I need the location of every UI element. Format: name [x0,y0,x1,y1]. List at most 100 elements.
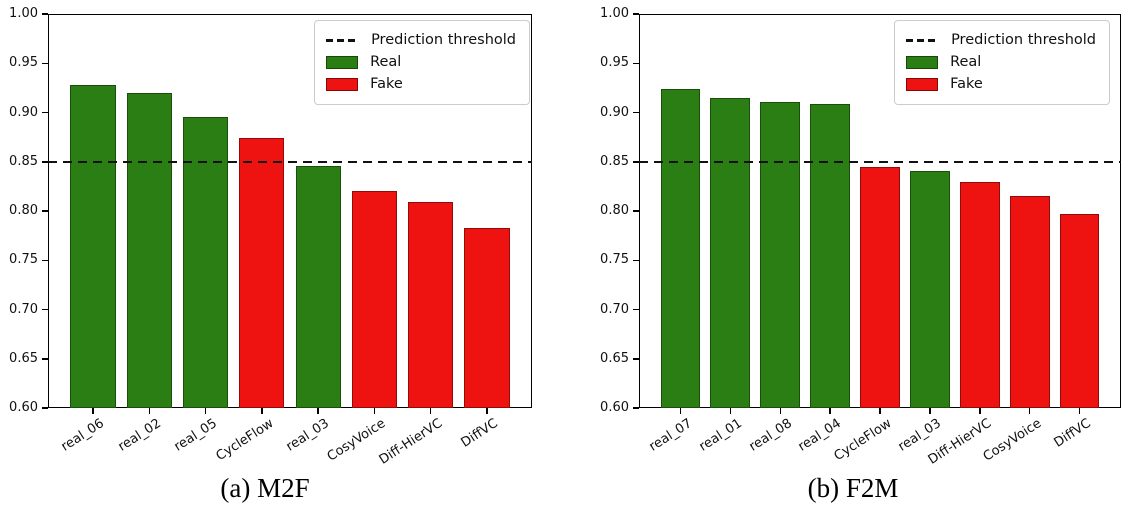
bar-real_01 [710,97,751,408]
y-tick-label: 0.65 [9,350,38,366]
x-axis-tick [679,408,682,414]
x-axis-tick [779,408,781,414]
y-axis-tick [633,161,639,163]
bar-CosyVoice [351,191,397,408]
x-axis-tick [317,408,319,414]
legend-entry: Prediction threshold [906,31,1096,50]
y-axis-tick [42,407,48,409]
bar-DiffVC [1059,213,1100,408]
x-tick-label: CycleFlow [213,416,277,465]
y-tick-label: 0.85 [9,153,38,169]
x-axis-tick [879,408,881,414]
legend-entry: Real [906,53,1096,72]
bar-real_08 [760,101,801,408]
y-axis-tick [633,111,639,114]
x-axis-tick [929,408,931,414]
y-tick-label: 0.70 [9,301,38,317]
legend-entry: Fake [906,75,1096,94]
x-tick-label: real_08 [746,416,795,455]
y-tick-label: 1.00 [600,6,629,21]
x-axis-tick [729,408,732,414]
x-tick-label: DiffVC [458,416,502,451]
legend-entry: Fake [326,75,516,94]
y-axis-tick [633,13,639,15]
y-tick-label: 0.95 [600,55,629,71]
dashed-line-swatch-icon [326,39,360,42]
y-axis-tick [633,407,639,409]
x-tick-label: Diff-HierVC [376,416,445,468]
y-tick-label: 0.80 [9,203,38,218]
real-color-swatch-icon [906,56,939,69]
y-tick-label: 0.85 [600,153,629,169]
bar-real_06 [70,84,116,408]
y-axis-tick [633,62,639,64]
x-axis-tick [1028,408,1031,414]
legend-label: Prediction threshold [371,32,516,48]
y-tick-label: 0.65 [600,350,629,366]
x-axis-tick [1078,408,1081,414]
legend-entry: Real [326,53,516,72]
y-tick-label: 0.90 [9,104,38,120]
x-axis-tick [486,408,488,414]
x-tick-label: real_03 [284,416,333,455]
y-axis-tick [42,358,48,360]
prediction-threshold-line [639,160,1121,163]
legend-label: Fake [950,76,983,92]
y-tick-label: 0.70 [600,301,629,317]
bar-real_04 [810,103,851,408]
x-axis-tick [373,408,376,414]
y-axis-tick [42,161,48,163]
x-axis-tick [148,408,151,414]
bar-real_03 [909,170,950,408]
legend-label: Fake [370,76,403,92]
fake-color-swatch-icon [906,78,939,91]
legend-label: Real [370,54,402,70]
dashed-line-swatch-icon [906,39,940,42]
y-axis-tick [42,13,48,15]
y-tick-label: 1.00 [9,6,38,21]
bar-CosyVoice [1009,196,1050,408]
bar-Diff-HierVC [959,182,1000,408]
legend: Prediction threshold Real Fake [314,20,530,105]
bar-CycleFlow [860,166,900,408]
bar-DiffVC [464,227,510,408]
y-tick-label: 0.60 [9,400,38,415]
y-tick-label: 0.60 [600,400,629,415]
legend-entry: Prediction threshold [326,31,516,50]
y-axis-tick [42,210,48,212]
fake-color-swatch-icon [326,78,359,91]
x-axis-tick [979,408,981,414]
x-axis-tick [92,408,94,414]
y-axis-tick [42,111,48,114]
x-axis-tick [829,408,831,414]
x-tick-label: real_02 [115,416,164,455]
y-axis-tick [633,210,639,212]
x-axis-tick [204,408,207,414]
y-tick-label: 0.90 [600,104,629,120]
x-tick-label: real_05 [171,416,220,455]
x-axis-tick [429,408,432,414]
x-tick-label: real_06 [59,416,108,455]
legend-label: Real [950,54,982,70]
y-tick-label: 0.75 [600,252,629,268]
bar-Diff-HierVC [408,202,454,408]
legend: Prediction threshold Real Fake [894,20,1110,105]
y-tick-label: 0.95 [9,55,38,71]
real-color-swatch-icon [326,56,359,69]
y-tick-label: 0.75 [9,252,38,268]
x-tick-label: real_01 [696,416,745,455]
y-axis-tick [633,358,639,360]
y-axis-tick [633,308,639,311]
bar-real_03 [295,165,341,408]
legend-label: Prediction threshold [951,32,1096,48]
bar-real_02 [126,92,172,408]
chart-caption-f2m: (b) F2M [807,473,899,503]
y-axis-tick [42,62,48,64]
y-axis-tick [42,308,48,311]
bar-real_05 [183,117,229,408]
y-axis-tick [42,259,48,261]
x-axis-tick [261,408,263,414]
y-axis-tick [633,259,639,261]
y-tick-label: 0.80 [600,203,629,218]
